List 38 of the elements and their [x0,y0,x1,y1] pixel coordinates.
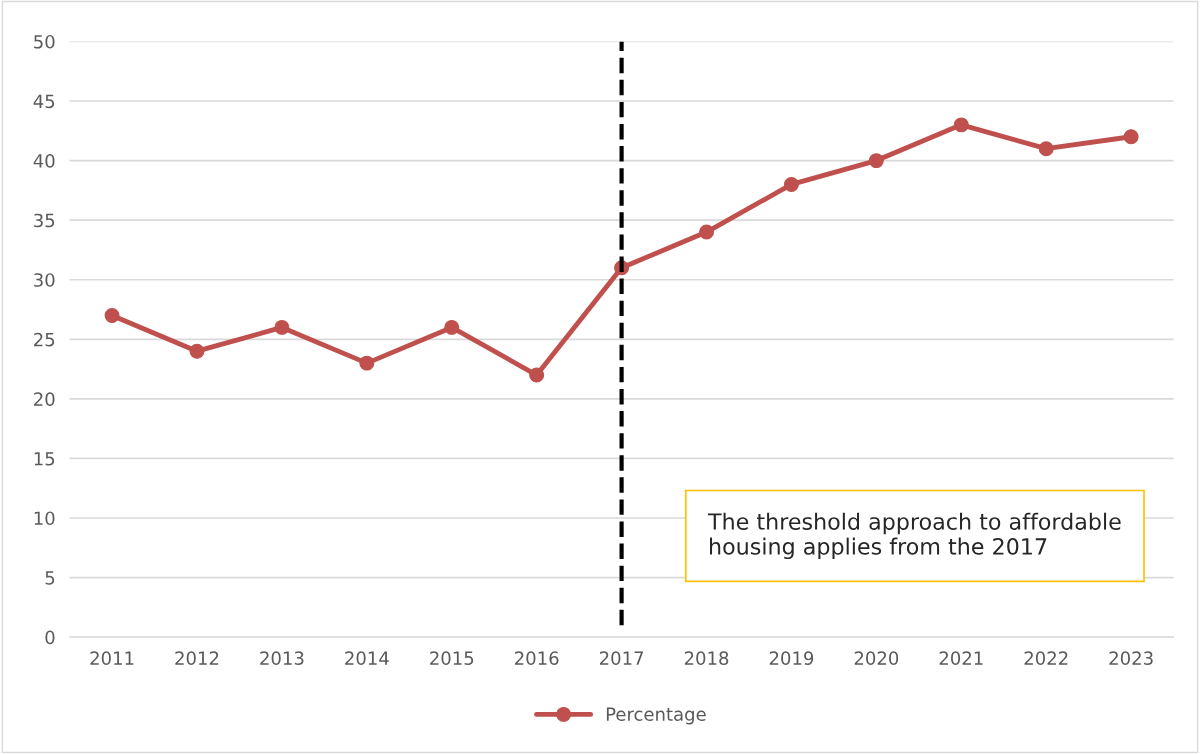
point [1038,141,1054,157]
x-tick-label: 2019 [769,651,814,665]
point [783,176,799,192]
point [104,308,120,323]
x-tick-label: 2013 [260,651,304,665]
y-tick-label: 45 [33,94,55,109]
y-tick-label: 35 [34,213,55,228]
x-tick-label: 2012 [175,651,219,665]
point [868,153,884,169]
point [529,367,545,383]
y-tick-label: 50 [34,34,55,49]
annotation: The threshold approach to affordable housing applies from the 2017 [707,512,1121,560]
x-tick-label: 2014 [345,651,389,665]
legend-label: Percentage [606,707,706,725]
x-tick-label: 2011 [90,651,134,665]
point [359,355,375,371]
x-tick-label: 2015 [430,651,474,665]
point [953,117,969,133]
y-tick-label: 0 [45,630,55,645]
y-tick-label: 40 [33,154,55,168]
point [189,343,205,359]
x-tick-label: 2022 [1024,651,1068,665]
x-tick-label: 2016 [515,651,559,665]
x-tick-label: 2017 [599,651,644,665]
y-tick-label: 25 [34,332,55,347]
x-tick-label: 2018 [684,651,729,665]
point [699,224,714,240]
y-tick-label: 5 [45,571,55,585]
x-tick-label: 2021 [939,651,983,665]
y-tick-label: 10 [34,511,55,526]
y-tick-label: 30 [34,273,55,287]
point [1123,129,1139,145]
point [444,319,460,335]
y-tick-label: 15 [34,452,55,466]
y-tick-label: 20 [34,392,55,406]
x-tick-label: 2023 [1109,651,1153,665]
point [274,319,290,335]
x-tick-label: 2020 [854,651,899,665]
